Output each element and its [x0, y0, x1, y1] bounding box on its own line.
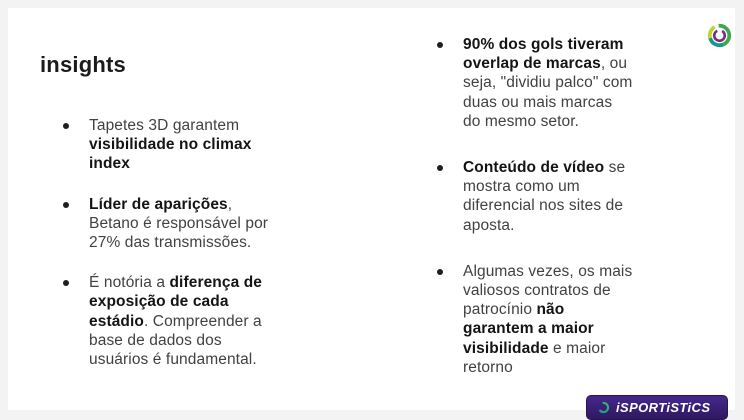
bullet-dot: [63, 123, 69, 129]
isportistics-badge-label: iSPORTiSTiCS: [616, 400, 711, 415]
bullet-dot: [437, 42, 443, 48]
isportistics-logo-icon: [707, 23, 732, 48]
bullet-text: Algumas vezes, os mais valiosos contratos…: [463, 262, 633, 376]
slide-title: insights: [40, 52, 126, 77]
insights-column-right: 90% dos gols tiveram overlap de marcas, o…: [434, 35, 689, 404]
insights-column-left: Tapetes 3D garantem visibilidade no clima…: [60, 116, 315, 390]
isportistics-ring-icon: [597, 401, 610, 414]
slide: insights Tapetes 3D garantem visibilidade…: [8, 8, 735, 420]
bullet-item: Tapetes 3D garantem visibilidade no clima…: [60, 116, 315, 174]
bullet-dot: [63, 280, 69, 287]
isportistics-badge: iSPORTiSTiCS: [586, 395, 728, 420]
bullet-text: Conteúdo de vídeo se mostra como um difere…: [463, 159, 626, 234]
bullet-item: É notória a diferença de exposição de cad…: [60, 273, 315, 369]
bullet-dot: [63, 201, 69, 208]
bullet-dot: [437, 268, 443, 275]
bullet-text: É notória a diferença de exposição de cad…: [89, 274, 262, 369]
bullet-item: 90% dos gols tiveram overlap de marcas, o…: [434, 35, 689, 131]
bullet-text: Líder de aparições, Betano é responsável …: [89, 195, 269, 252]
bullet-item: Algumas vezes, os mais valiosos contratos…: [434, 262, 689, 377]
bullet-item: Conteúdo de vídeo se mostra como um difere…: [434, 158, 689, 235]
bullet-dot: [437, 165, 443, 172]
bullet-text: 90% dos gols tiveram overlap de marcas, o…: [463, 36, 633, 130]
bullet-item: Líder de aparições, Betano é responsável …: [60, 195, 315, 253]
bullet-text: Tapetes 3D garantem visibilidade no clima…: [89, 117, 252, 173]
